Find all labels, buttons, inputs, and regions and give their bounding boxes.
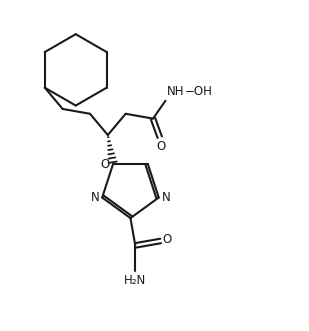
Text: H₂N: H₂N <box>124 274 146 287</box>
Text: O: O <box>163 233 172 247</box>
Text: O: O <box>156 140 165 153</box>
Text: −OH: −OH <box>184 85 212 98</box>
Text: NH: NH <box>167 85 184 98</box>
Text: O: O <box>101 158 110 171</box>
Text: N: N <box>91 191 99 204</box>
Text: N: N <box>162 191 171 204</box>
